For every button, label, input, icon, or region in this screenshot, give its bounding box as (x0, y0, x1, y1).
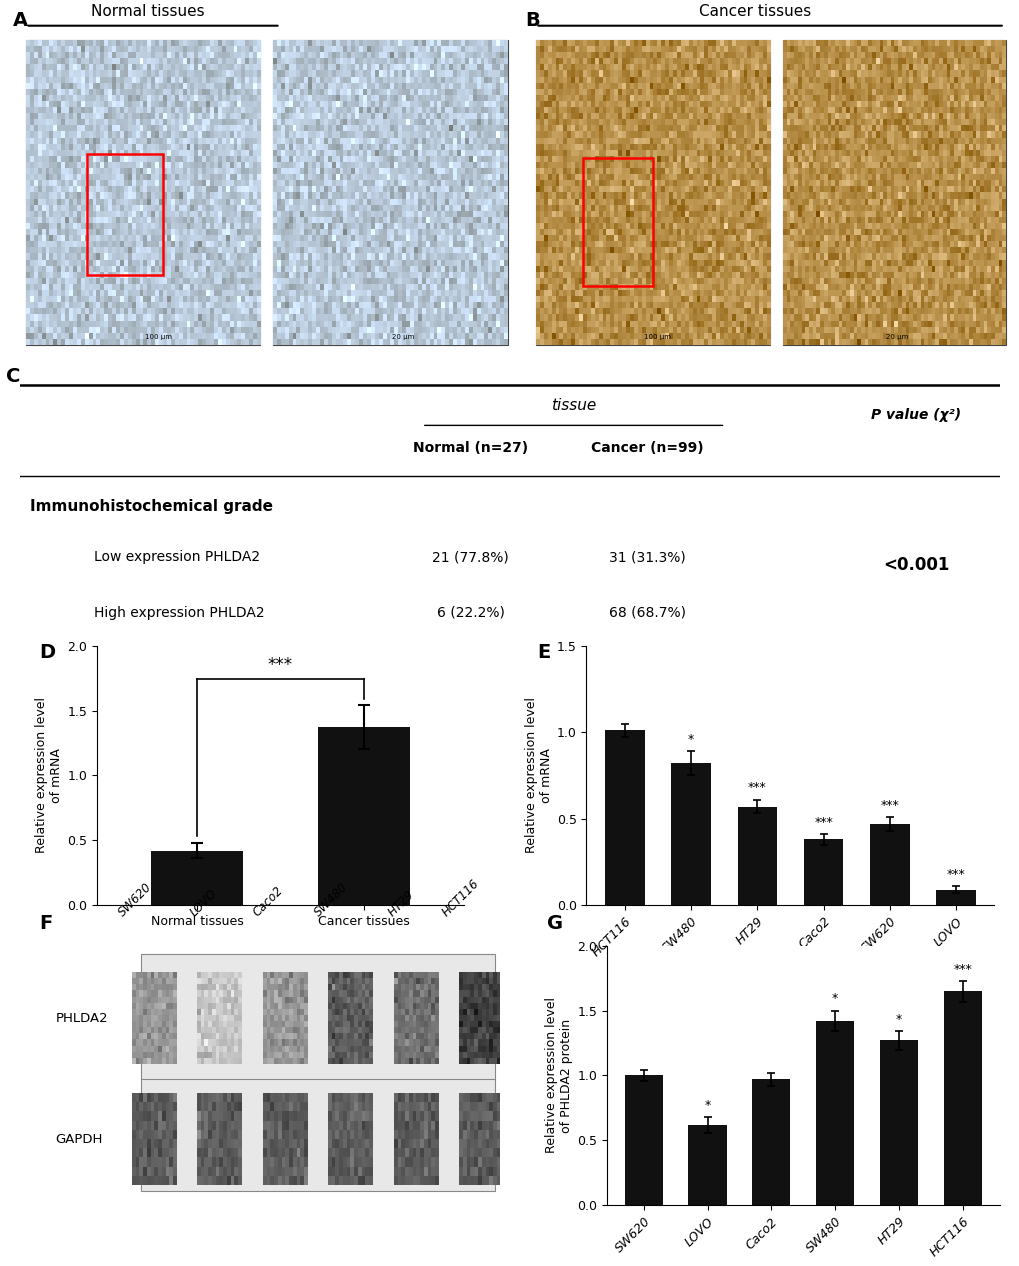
Bar (935, 890, 975, 905)
Bar (752, 1080, 790, 1205)
Y-axis label: Relative expression level
of PHLDA2 protein: Relative expression level of PHLDA2 prot… (544, 998, 573, 1153)
Text: tissue: tissue (550, 398, 596, 413)
Bar (624, 1076, 662, 1205)
Text: ***: *** (946, 868, 965, 881)
Text: F: F (39, 914, 52, 933)
Text: GAPDH: GAPDH (55, 1133, 103, 1146)
Y-axis label: Relative expression level
of mRNA: Relative expression level of mRNA (524, 698, 552, 853)
Text: *: * (688, 733, 694, 746)
Bar (87, 154, 163, 276)
Y-axis label: Relative expression level
of mRNA: Relative expression level of mRNA (35, 698, 63, 853)
Text: 100 μm: 100 μm (145, 334, 171, 339)
Text: ***: *** (879, 799, 899, 812)
Text: <0.001: <0.001 (882, 556, 949, 573)
Bar (783, 41, 1005, 346)
Text: A: A (13, 11, 29, 30)
Text: Low expression PHLDA2: Low expression PHLDA2 (94, 549, 260, 565)
Bar (803, 839, 843, 905)
Text: B: B (525, 11, 539, 30)
Bar (604, 730, 644, 905)
Text: ***: *** (268, 656, 292, 675)
Text: SW620: SW620 (115, 881, 154, 919)
Text: G: G (546, 914, 562, 933)
Text: Normal (n=27): Normal (n=27) (413, 441, 528, 456)
Text: LOVO: LOVO (187, 887, 219, 919)
Text: *: * (895, 1013, 901, 1027)
Text: *: * (832, 993, 838, 1005)
Bar (688, 1124, 726, 1205)
Text: ***: *** (953, 962, 971, 976)
Bar (535, 41, 769, 346)
Bar (25, 41, 260, 346)
Text: HT29: HT29 (385, 889, 416, 919)
Text: ***: *** (813, 817, 833, 829)
Text: Cancer (n=99): Cancer (n=99) (590, 441, 703, 456)
Bar (737, 806, 776, 905)
Bar (141, 955, 495, 1191)
Text: SW480: SW480 (312, 881, 351, 919)
Text: 20 μm: 20 μm (886, 334, 908, 339)
Text: HCT116: HCT116 (439, 877, 481, 919)
Text: C: C (6, 367, 20, 386)
Text: Normal tissues: Normal tissues (91, 4, 205, 19)
Bar (151, 851, 243, 905)
Text: 21 (77.8%): 21 (77.8%) (432, 549, 508, 565)
Text: P value (χ²): P value (χ²) (870, 408, 961, 423)
Bar (878, 1041, 917, 1205)
Text: E: E (537, 643, 550, 662)
Text: 20 μm: 20 μm (391, 334, 414, 339)
Bar (583, 158, 652, 286)
Bar (671, 763, 710, 905)
Bar (943, 991, 981, 1205)
Text: 31 (31.3%): 31 (31.3%) (608, 549, 685, 565)
Text: 100 μm: 100 μm (644, 334, 671, 339)
Text: 68 (68.7%): 68 (68.7%) (608, 605, 685, 620)
Text: High expression PHLDA2: High expression PHLDA2 (94, 605, 264, 620)
Bar (273, 41, 507, 346)
Text: Immunohistochemical grade: Immunohistochemical grade (31, 499, 273, 514)
Text: PHLDA2: PHLDA2 (55, 1012, 108, 1024)
Text: D: D (39, 643, 55, 662)
Text: *: * (704, 1099, 710, 1112)
Bar (869, 824, 909, 905)
Bar (815, 1020, 854, 1205)
Text: 6 (22.2%): 6 (22.2%) (436, 605, 504, 620)
Bar (318, 728, 410, 905)
Text: ***: *** (747, 781, 766, 795)
Text: Cancer tissues: Cancer tissues (698, 4, 810, 19)
Text: Caco2: Caco2 (250, 884, 285, 919)
